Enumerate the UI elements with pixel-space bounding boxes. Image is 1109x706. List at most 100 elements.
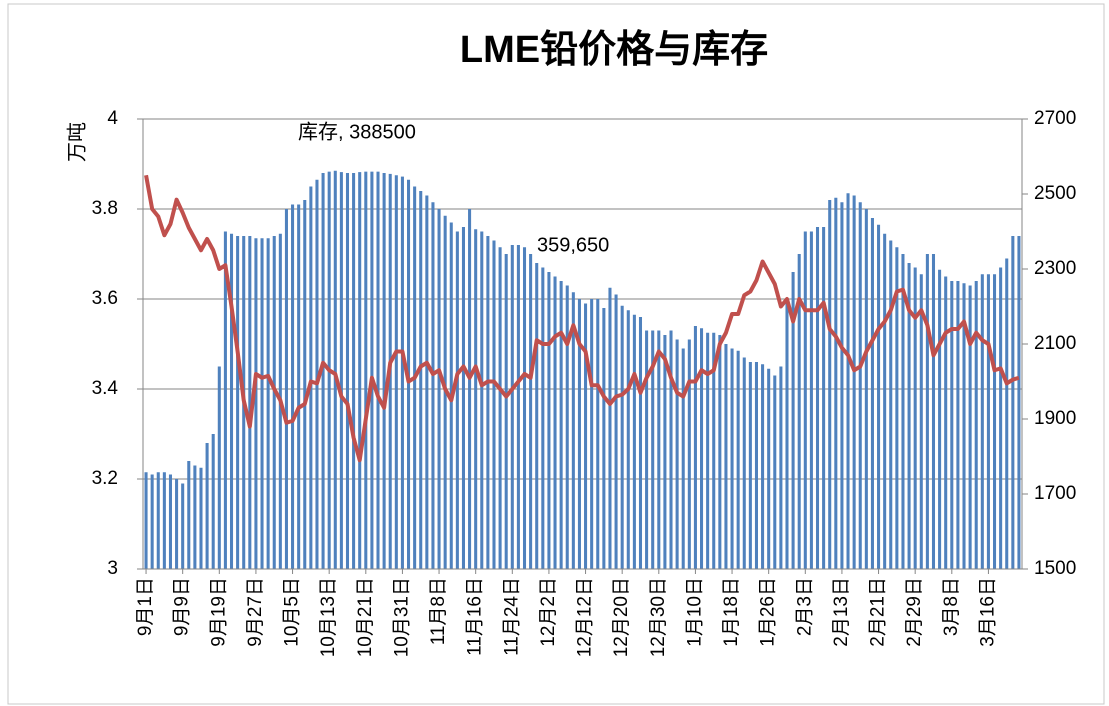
bar: [889, 240, 893, 569]
bar: [852, 195, 856, 569]
bar: [669, 330, 673, 569]
bar: [846, 193, 850, 569]
bar: [144, 472, 148, 569]
bar: [474, 229, 478, 569]
bar: [712, 332, 716, 569]
bar: [785, 299, 789, 569]
bar: [584, 303, 588, 569]
bar: [529, 254, 533, 569]
bar: [797, 254, 801, 569]
bar: [620, 305, 624, 569]
bar: [510, 245, 514, 569]
y-tick-label: 3.8: [92, 198, 118, 219]
bar: [980, 274, 984, 569]
bar: [834, 197, 838, 569]
bar: [748, 362, 752, 569]
x-tick-label: 12月12日: [575, 577, 596, 657]
bar: [730, 348, 734, 569]
bar: [345, 173, 350, 569]
y2-tick-label: 2300: [1034, 258, 1076, 279]
y2-tick-label: 1900: [1034, 408, 1076, 429]
y2-tick-label: 2700: [1034, 108, 1076, 129]
bar: [541, 267, 545, 569]
bar: [675, 339, 679, 569]
bar: [193, 465, 197, 569]
bar: [333, 170, 337, 569]
bar: [681, 348, 685, 569]
x-tick-label: 10月5日: [282, 577, 303, 647]
x-tick-label: 9月9日: [172, 577, 193, 636]
bar: [486, 236, 490, 569]
bar: [156, 472, 160, 569]
bar: [266, 238, 270, 569]
bar: [895, 247, 899, 569]
y-tick-label: 3.6: [92, 288, 118, 309]
bar: [877, 224, 881, 569]
bar: [608, 287, 612, 569]
x-tick-label: 10月13日: [318, 577, 339, 657]
bar: [870, 218, 874, 569]
x-tick-label: 12月30日: [648, 577, 669, 657]
bar: [809, 231, 813, 569]
x-tick-label: 9月19日: [208, 577, 229, 647]
bar: [535, 263, 539, 569]
bar: [419, 191, 423, 569]
bar: [925, 254, 929, 569]
bar: [822, 227, 826, 569]
bar: [700, 328, 704, 569]
x-tick-label: 2月21日: [868, 577, 889, 647]
bar: [840, 202, 844, 569]
bar: [211, 434, 215, 569]
bar: [663, 335, 667, 569]
bar: [828, 200, 832, 569]
x-tick-label: 11月16日: [465, 577, 486, 656]
bar: [919, 274, 923, 569]
annotation: 库存, 388500: [298, 120, 416, 143]
bar: [217, 366, 221, 569]
bar: [590, 299, 594, 569]
bar: [632, 314, 636, 569]
bar: [602, 308, 606, 569]
bar: [791, 272, 795, 569]
x-tick-label: 2月13日: [831, 577, 852, 647]
bar: [657, 330, 661, 569]
x-tick-label: 2月3日: [794, 577, 815, 636]
x-tick-label: 3月8日: [941, 577, 962, 636]
y-tick-label: 3.4: [92, 378, 119, 399]
bar: [431, 202, 435, 569]
bar: [303, 200, 307, 569]
bar: [315, 179, 319, 569]
x-tick-label: 1月18日: [721, 577, 742, 647]
y-axis-label: 万吨: [65, 122, 88, 162]
y2-tick-label: 2100: [1034, 333, 1076, 354]
bar: [291, 204, 295, 569]
bar: [254, 238, 258, 569]
bar: [455, 231, 459, 569]
bar: [364, 171, 368, 569]
bar: [577, 299, 581, 569]
bar: [706, 332, 710, 569]
y-tick-label: 4: [107, 108, 118, 129]
x-tick-label: 3月16日: [977, 577, 998, 647]
bar: [162, 472, 166, 569]
bar: [614, 294, 618, 569]
bar: [858, 202, 862, 569]
bar: [236, 236, 240, 569]
bar: [175, 479, 179, 569]
bar: [773, 375, 777, 569]
bar: [815, 227, 820, 569]
y2-tick-label: 1700: [1034, 483, 1076, 504]
bar: [944, 276, 948, 569]
bar: [309, 186, 313, 569]
y-tick-label: 3.2: [92, 468, 118, 489]
bar: [248, 236, 252, 569]
bar: [370, 171, 374, 569]
bar: [181, 483, 185, 569]
bar: [779, 366, 783, 569]
bar: [974, 281, 978, 569]
bar: [626, 310, 630, 569]
line: [144, 174, 1020, 463]
bar: [864, 209, 868, 569]
bar: [761, 364, 765, 569]
